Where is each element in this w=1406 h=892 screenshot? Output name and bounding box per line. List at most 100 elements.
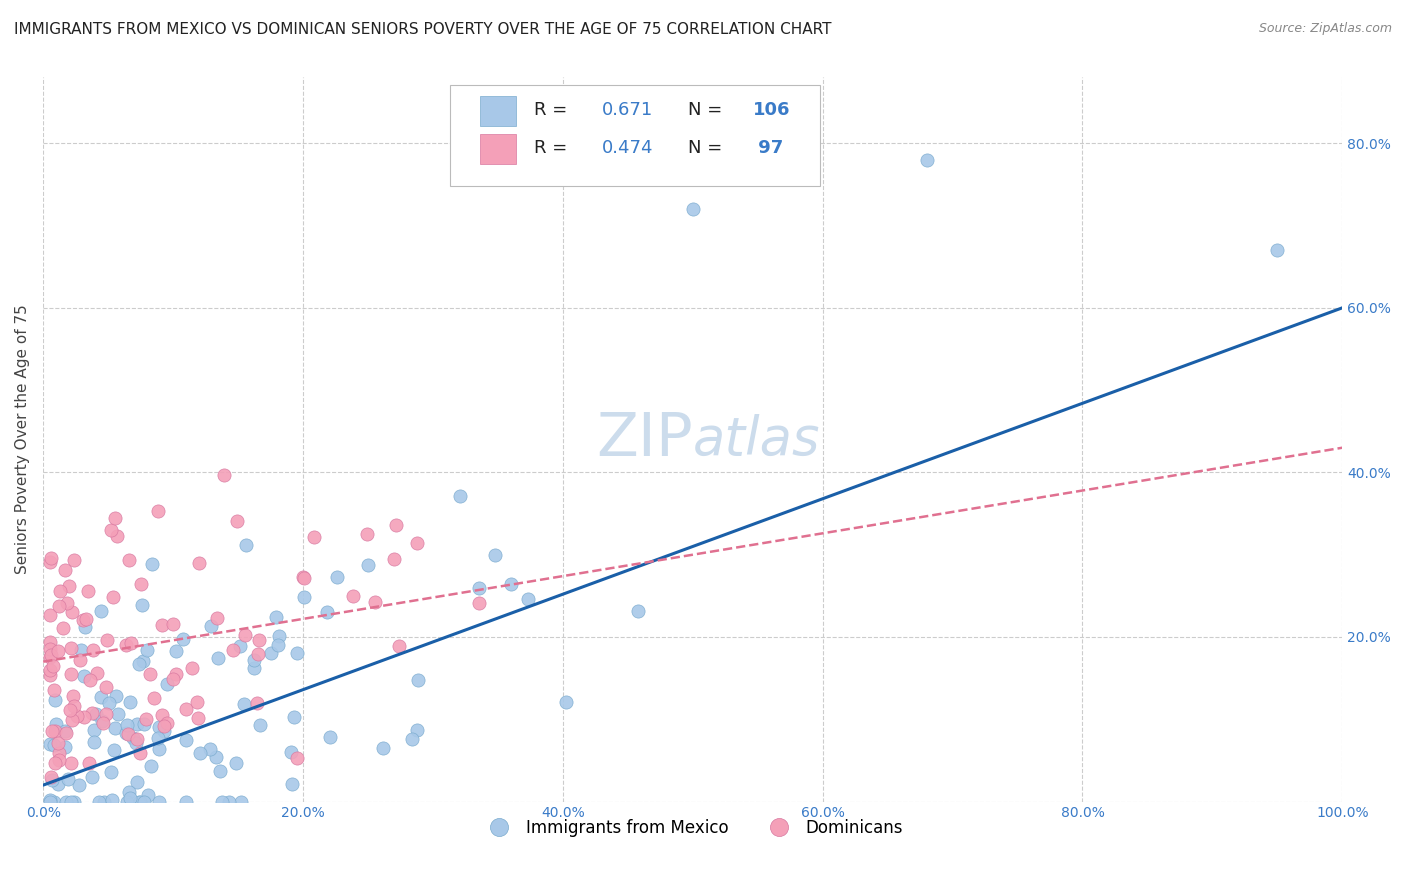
Point — [44, 738, 66, 752]
Point — [188, 747, 211, 761]
Point — [42, 683, 65, 698]
Point — [127, 774, 149, 789]
Point — [38, 795, 60, 809]
Point — [356, 527, 378, 541]
Point — [45, 716, 67, 731]
Point — [174, 733, 197, 747]
Point — [103, 742, 125, 756]
Point — [174, 795, 197, 809]
Point — [682, 202, 704, 216]
Point — [186, 695, 208, 709]
Point — [150, 708, 173, 723]
Point — [44, 756, 66, 771]
Point — [406, 673, 429, 688]
Point — [46, 777, 69, 791]
FancyBboxPatch shape — [479, 134, 516, 164]
Point — [188, 556, 211, 570]
Point — [75, 612, 97, 626]
Point — [285, 646, 308, 660]
Point — [627, 604, 650, 618]
Point — [148, 503, 170, 517]
Point — [269, 629, 291, 643]
Point — [247, 632, 270, 647]
Point — [484, 548, 506, 562]
Point — [267, 638, 290, 652]
Point — [207, 611, 229, 625]
Point — [294, 591, 316, 605]
Point — [59, 703, 82, 717]
Point — [235, 628, 257, 642]
Point — [260, 646, 283, 660]
Point — [315, 605, 337, 619]
Point — [56, 772, 79, 786]
Point — [172, 632, 194, 646]
Point — [373, 741, 395, 756]
Point — [80, 706, 103, 721]
Point — [91, 714, 114, 729]
Point — [174, 702, 197, 716]
Point — [49, 583, 72, 598]
Point — [342, 589, 364, 603]
Point — [63, 795, 86, 809]
Legend: Immigrants from Mexico, Dominicans: Immigrants from Mexico, Dominicans — [477, 813, 910, 844]
Point — [60, 640, 83, 655]
Point — [198, 742, 221, 756]
Point — [104, 511, 127, 525]
Text: atlas: atlas — [693, 414, 820, 466]
Point — [204, 749, 226, 764]
Point — [101, 793, 124, 807]
Point — [150, 618, 173, 632]
Point — [357, 558, 380, 573]
Point — [209, 764, 232, 778]
Point — [131, 598, 153, 612]
Point — [117, 727, 139, 741]
Point — [41, 648, 63, 662]
Point — [128, 795, 150, 809]
Point — [364, 595, 387, 609]
Point — [84, 707, 107, 722]
Point — [141, 759, 163, 773]
Point — [55, 725, 77, 739]
Y-axis label: Seniors Poverty Over the Age of 75: Seniors Poverty Over the Age of 75 — [15, 305, 30, 574]
Point — [104, 689, 127, 703]
Point — [55, 740, 77, 755]
Point — [915, 153, 938, 167]
Point — [225, 756, 247, 770]
Point — [60, 713, 83, 727]
Point — [94, 680, 117, 694]
Point — [122, 731, 145, 746]
Point — [554, 695, 576, 709]
Point — [41, 772, 63, 787]
Text: 97: 97 — [752, 139, 783, 157]
Point — [63, 553, 86, 567]
Point — [118, 695, 141, 709]
Point — [60, 756, 83, 770]
Point — [115, 718, 138, 732]
Point — [387, 639, 409, 653]
Point — [90, 604, 112, 618]
Point — [91, 715, 114, 730]
Point — [231, 795, 253, 809]
Point — [148, 742, 170, 756]
Text: IMMIGRANTS FROM MEXICO VS DOMINICAN SENIORS POVERTY OVER THE AGE OF 75 CORRELATI: IMMIGRANTS FROM MEXICO VS DOMINICAN SENI… — [14, 22, 831, 37]
Point — [83, 735, 105, 749]
Point — [148, 795, 170, 809]
Point — [118, 784, 141, 798]
Point — [165, 644, 187, 658]
Point — [39, 550, 62, 565]
Point — [148, 720, 170, 734]
Point — [125, 736, 148, 750]
Point — [499, 576, 522, 591]
Point — [118, 553, 141, 567]
Point — [246, 696, 269, 710]
Point — [79, 756, 101, 771]
Point — [148, 731, 170, 746]
FancyBboxPatch shape — [450, 85, 820, 186]
Point — [225, 514, 247, 528]
Point — [319, 731, 342, 745]
Point — [129, 795, 152, 809]
Point — [156, 715, 179, 730]
Point — [42, 795, 65, 809]
Point — [247, 647, 270, 661]
Point — [211, 795, 233, 809]
